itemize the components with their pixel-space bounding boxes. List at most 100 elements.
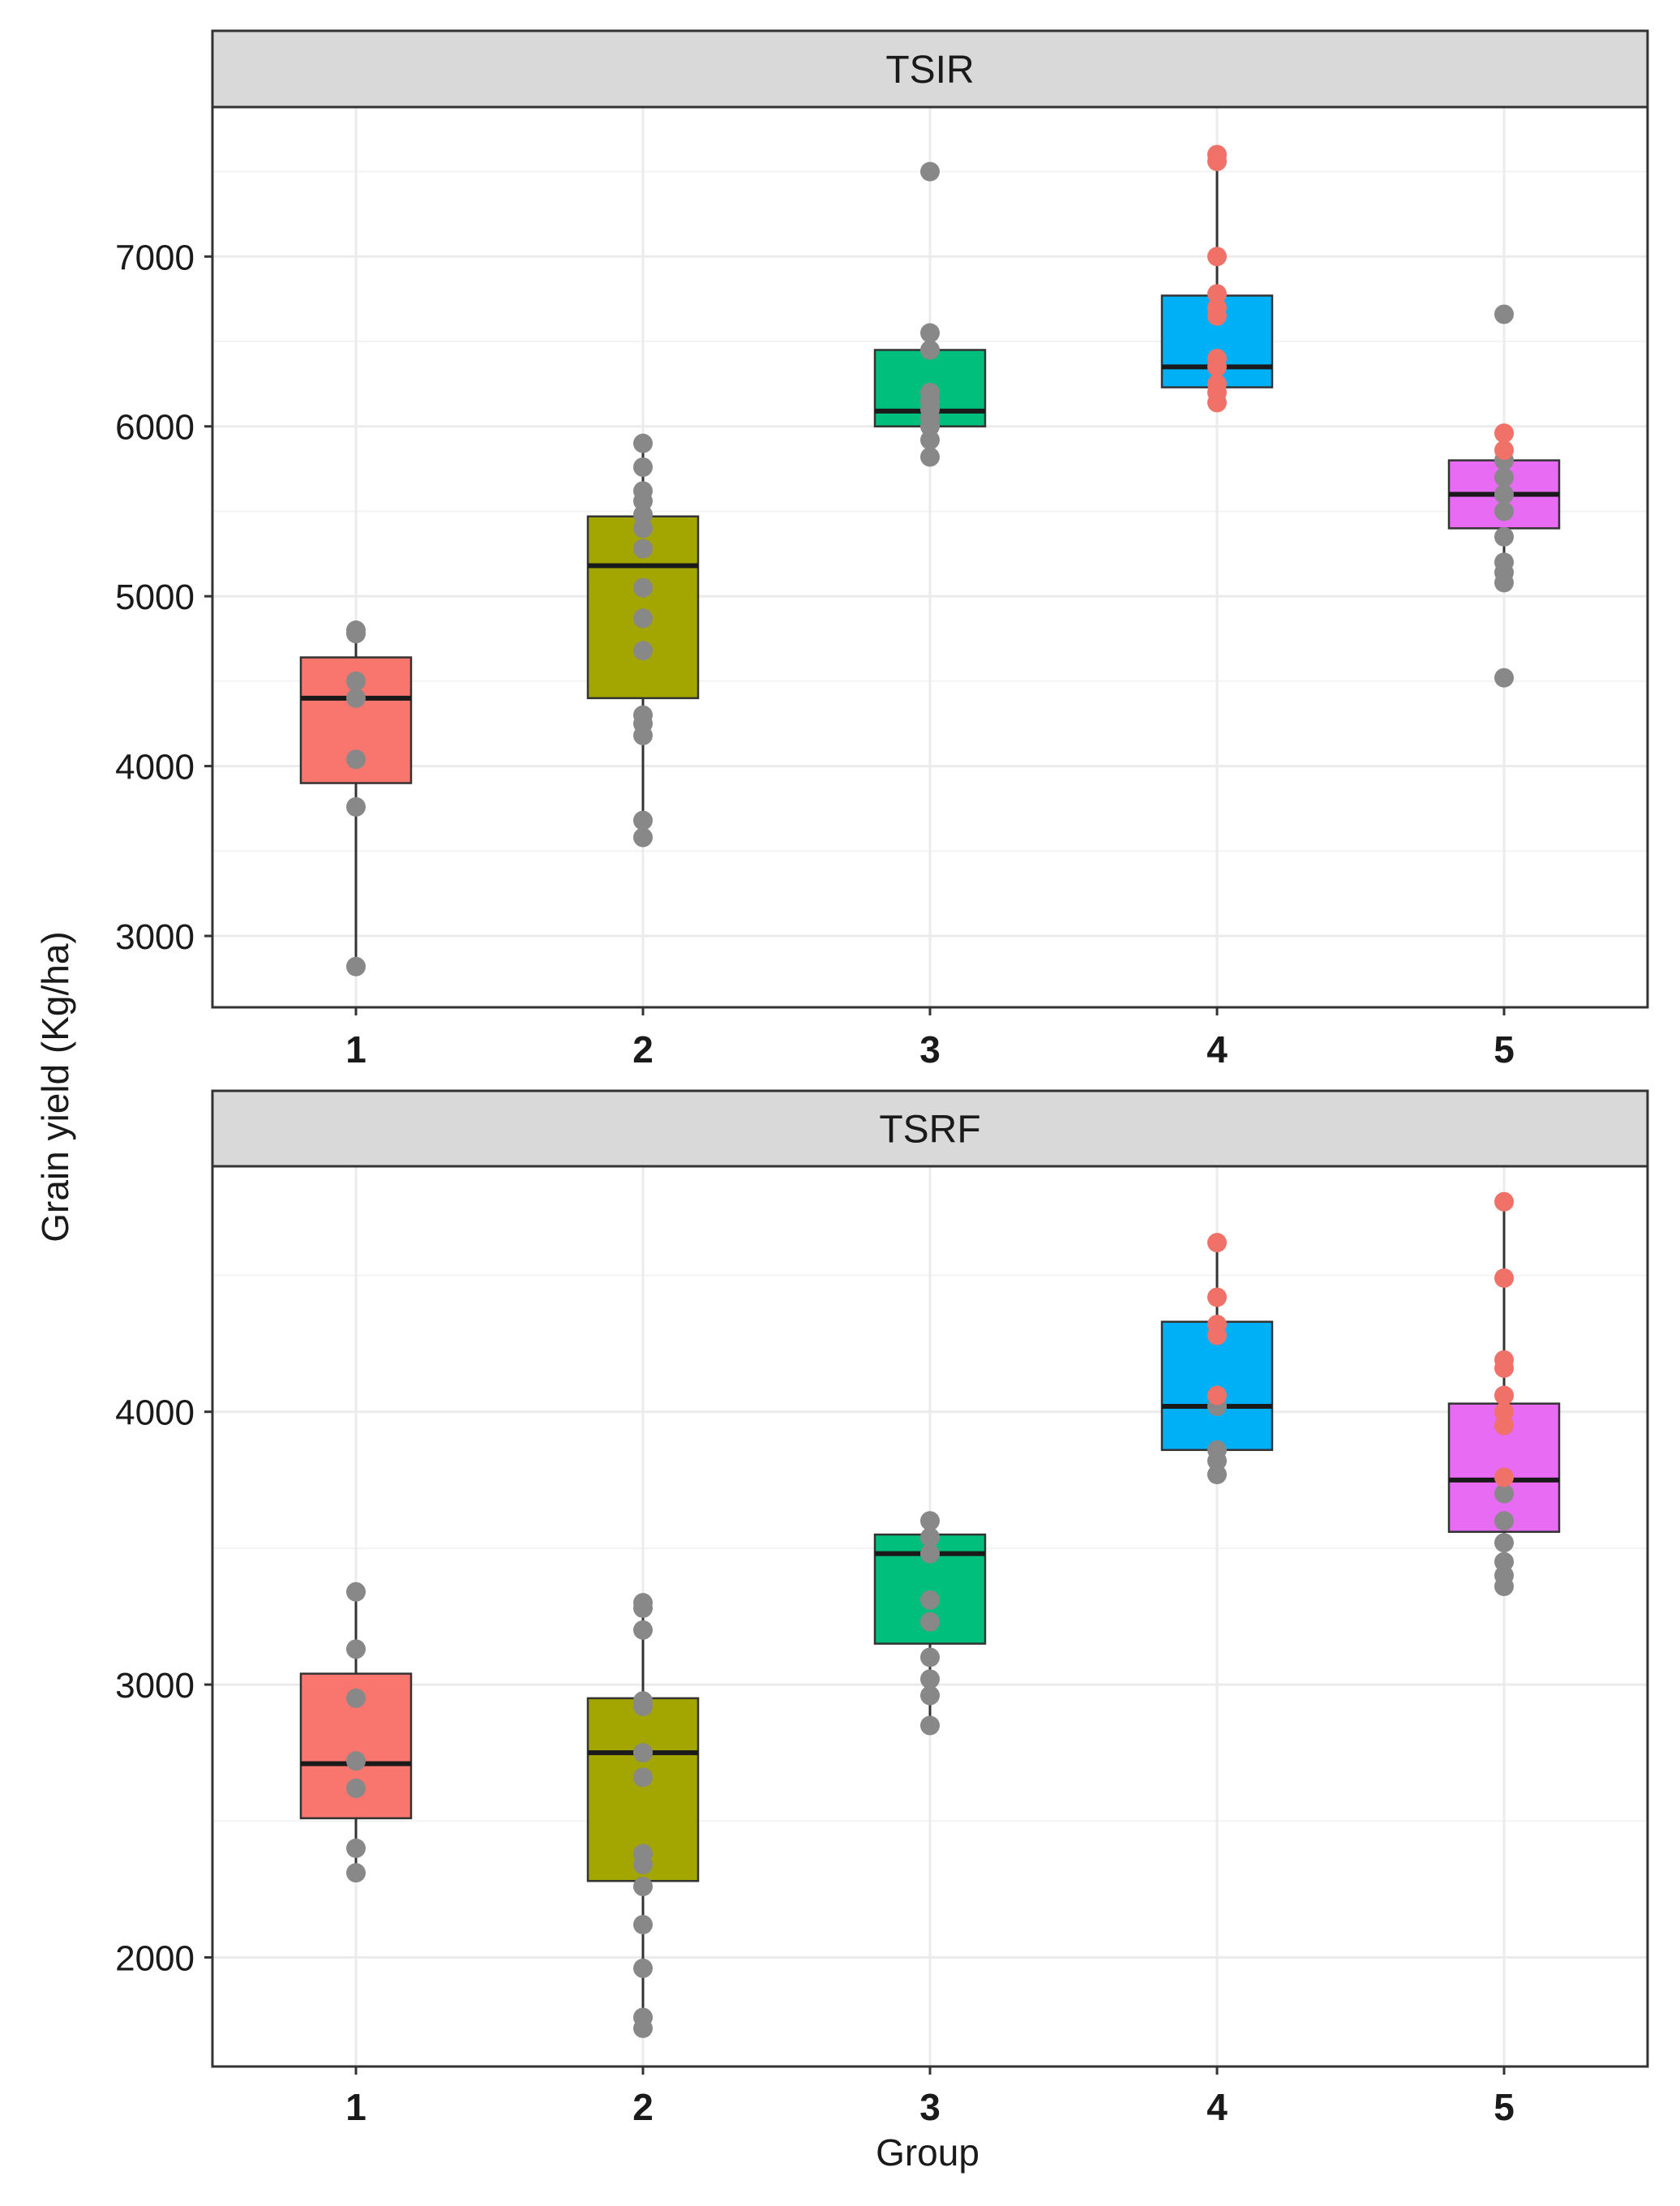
data-point [633,827,653,848]
panels: 3000 4000 5000 6000 7000 TSIR 1 2 3 4 5 2000 3000 400… [115,29,1649,2128]
x-tick-label: 4 [1206,2086,1228,2128]
data-point [920,340,940,360]
boxplot-group-4 [1160,1233,1274,1485]
data-point [1207,1440,1227,1460]
data-point [346,796,366,817]
y-tick-label: 5000 [115,577,195,617]
data-point [920,1612,940,1632]
y-tick-label: 4000 [115,1393,195,1433]
data-point [1207,284,1227,304]
data-point [633,504,653,525]
data-point [920,1715,940,1736]
outlier-point [1494,667,1514,688]
data-point [1494,423,1514,444]
data-point [346,1688,366,1708]
y-axis-label: Grain yield (Kg/ha) [34,931,76,1242]
data-point [1207,247,1227,267]
data-point [1494,526,1514,547]
data-point [346,1751,366,1771]
data-point [633,1958,653,1978]
boxplot-group-1 [299,620,413,976]
data-point [633,1743,653,1763]
data-point [633,1691,653,1711]
data-point [920,382,940,402]
data-point [920,447,940,467]
facet-strip-label: TSRF [879,1109,980,1152]
data-point [1494,1401,1514,1422]
boxplot-group-3 [873,161,987,467]
panel-tsrf: 2000 3000 4000 TSRF 1 2 3 4 5 [115,1089,1649,2128]
data-point [920,1590,940,1610]
facet-strip [211,29,1649,109]
data-point [633,608,653,629]
y-tick-label: 7000 [115,238,195,277]
data-point [633,1843,653,1864]
data-point [346,688,366,708]
data-point [633,1620,653,1640]
outlier-point [1494,304,1514,324]
data-point [920,430,940,450]
data-point [1494,440,1514,461]
data-point [1207,144,1227,165]
data-point [633,1767,653,1788]
data-point [920,1527,940,1547]
data-point [920,1685,940,1706]
boxplot-group-3 [873,1511,987,1736]
data-point [346,1838,366,1858]
x-tick-label: 1 [345,1028,366,1071]
data-point [633,1877,653,1896]
y-tick-label: 4000 [115,748,195,788]
data-point [346,1778,366,1798]
data-point [346,956,366,976]
y-tick-label: 3000 [115,917,195,957]
panel-tsir: 3000 4000 5000 6000 7000 TSIR 1 2 3 4 5 [115,29,1649,1071]
x-tick-label: 3 [919,1028,941,1071]
data-point [1494,1511,1514,1531]
data-point [633,433,653,453]
data-point [1207,298,1227,318]
data-point [920,1669,940,1689]
data-point [633,1593,653,1613]
boxplot-group-5 [1447,304,1561,688]
x-tick-label: 3 [919,2086,941,2128]
boxplot-group-5 [1447,1191,1561,1596]
data-point [1494,467,1514,487]
data-point [1494,1467,1514,1487]
data-point [1494,1191,1514,1212]
data-point [346,671,366,691]
data-point [1494,552,1514,573]
data-point [346,749,366,770]
facet-strip [211,1089,1649,1168]
data-point [1207,374,1227,394]
outlier-point [920,161,940,182]
x-tick-label: 4 [1206,1028,1228,1071]
data-point [1494,1350,1514,1370]
data-point [920,1543,940,1564]
data-point [1494,1551,1514,1572]
data-point [346,1863,366,1883]
data-point [920,1647,940,1667]
data-point [1207,1315,1227,1335]
x-tick-label: 1 [345,2086,366,2128]
y-tick-label: 6000 [115,408,195,448]
data-point [1207,1233,1227,1253]
data-point [633,457,653,477]
data-point [633,810,653,830]
data-point [1494,1415,1514,1436]
data-point [346,1582,366,1602]
data-point [1494,1533,1514,1553]
data-point [633,2007,653,2028]
data-point [346,1639,366,1659]
data-point [1494,484,1514,504]
data-point [1207,348,1227,368]
data-point [1207,1385,1227,1406]
data-point [920,1511,940,1531]
boxplot-group-2 [586,1593,700,2038]
x-tick-label: 2 [632,2086,654,2128]
data-point [633,539,653,559]
boxplot-group-4 [1160,144,1274,413]
data-point [1494,501,1514,521]
data-point [633,1915,653,1935]
data-point [633,481,653,501]
data-point [1494,1385,1514,1406]
